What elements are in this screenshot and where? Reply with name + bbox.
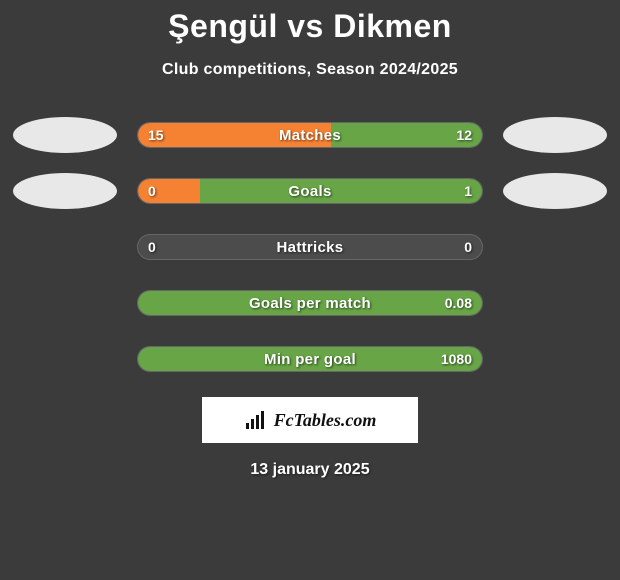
stat-label: Min per goal [138, 347, 482, 371]
badge-spacer [503, 285, 607, 321]
stat-row: 00Hattricks [0, 229, 620, 265]
stat-label: Matches [138, 123, 482, 147]
content-container: Şengül vs Dikmen Club competitions, Seas… [0, 0, 620, 479]
stat-row: 1512Matches [0, 117, 620, 153]
page-title: Şengül vs Dikmen [0, 0, 620, 45]
stat-bar: 1080Min per goal [137, 346, 483, 372]
stat-bar: 00Hattricks [137, 234, 483, 260]
badge-spacer [13, 285, 117, 321]
badge-spacer [503, 341, 607, 377]
badge-spacer [503, 229, 607, 265]
logo-box[interactable]: FcTables.com [202, 397, 418, 443]
badge-spacer [13, 341, 117, 377]
stat-bar: 01Goals [137, 178, 483, 204]
stat-bar: 0.08Goals per match [137, 290, 483, 316]
logo-text: FcTables.com [274, 410, 377, 431]
player-left-badge [13, 117, 117, 153]
stat-row: 01Goals [0, 173, 620, 209]
player-left-badge [13, 173, 117, 209]
date-text: 13 january 2025 [0, 461, 620, 479]
subtitle: Club competitions, Season 2024/2025 [0, 61, 620, 79]
stat-row: 0.08Goals per match [0, 285, 620, 321]
badge-spacer [13, 229, 117, 265]
stat-row: 1080Min per goal [0, 341, 620, 377]
stat-label: Goals per match [138, 291, 482, 315]
stat-label: Goals [138, 179, 482, 203]
player-right-badge [503, 173, 607, 209]
stat-bar: 1512Matches [137, 122, 483, 148]
stat-label: Hattricks [138, 235, 482, 259]
stats-list: 1512Matches 01Goals 00Hattricks 0.08Goals p… [0, 117, 620, 377]
player-right-badge [503, 117, 607, 153]
bars-icon [244, 411, 268, 429]
